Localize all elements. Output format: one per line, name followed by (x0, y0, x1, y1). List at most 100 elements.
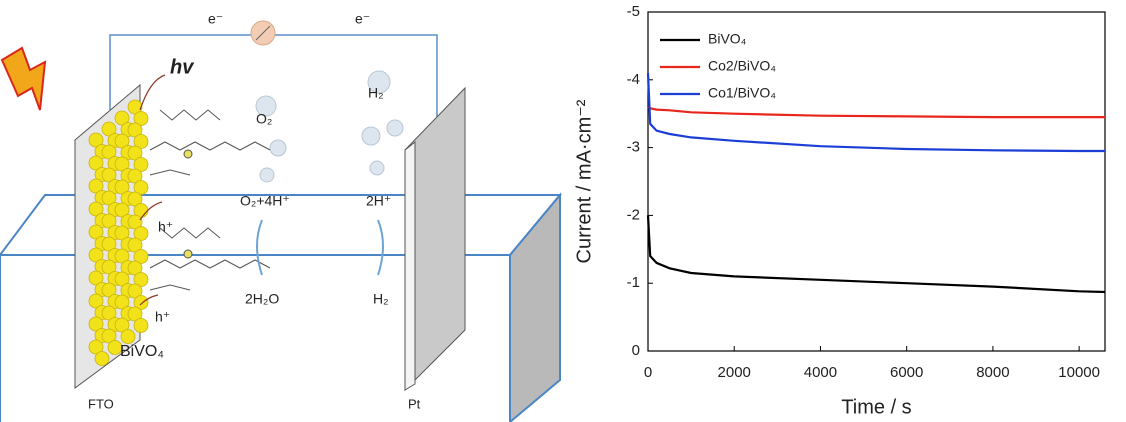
molecule (149, 227, 271, 291)
bubble (255, 95, 277, 117)
sphere (133, 226, 149, 241)
diagram: e⁻ e⁻ hv O₂ H₂ O₂+4H⁺ 2H⁺ h⁺ h⁺ 2H₂O H₂ … (0, 11, 563, 422)
series-line (646, 215, 1106, 294)
sphere (127, 306, 143, 322)
sphere (114, 133, 130, 149)
sphere (88, 247, 104, 263)
sphere (114, 225, 130, 241)
sphere (120, 329, 136, 344)
hydrogen-label: H₂ (368, 85, 384, 101)
bubble (386, 119, 404, 137)
sphere (101, 236, 117, 252)
sphere (133, 157, 149, 172)
y-tick-label: -2 (627, 206, 640, 223)
sphere (88, 270, 104, 286)
charge-paths (139, 74, 166, 306)
sphere (88, 339, 104, 355)
hole-label: h⁺ (155, 309, 170, 325)
x-tick-label: 6000 (890, 364, 923, 381)
sphere (127, 283, 143, 299)
sphere (114, 248, 130, 264)
hydrogen-product-label: H₂ (373, 291, 389, 307)
reaction-arrow (377, 219, 384, 276)
sphere (127, 99, 143, 115)
photoanode-label: BiVO₄ (120, 343, 164, 360)
anode-product-label: O₂+4H⁺ (240, 193, 290, 209)
sphere (88, 132, 104, 148)
lightning (0, 46, 47, 111)
plot-frame (647, 11, 1106, 352)
substrate-label: FTO (88, 396, 114, 411)
oxygen-label: O₂ (256, 111, 272, 127)
sphere (133, 318, 149, 333)
y-tick-label: -1 (627, 274, 640, 291)
sphere (107, 340, 123, 355)
sphere (101, 328, 117, 344)
legend-label: BiVO₄ (708, 31, 747, 47)
charge-path (139, 74, 166, 111)
sphere (88, 293, 104, 309)
sphere (127, 191, 143, 207)
x-tick-label: 4000 (804, 364, 837, 381)
molecule (149, 109, 271, 176)
sphere (101, 190, 117, 206)
metal-center (183, 249, 193, 259)
sphere (88, 224, 104, 240)
legend-label: Co1/BiVO₄ (708, 85, 776, 101)
charge-path (139, 201, 163, 221)
sphere (114, 202, 130, 218)
sphere (127, 214, 143, 230)
y-tick-label: -5 (627, 3, 640, 20)
sphere (101, 259, 117, 275)
tank-front (0, 254, 511, 422)
sphere (127, 168, 143, 184)
molecules (149, 109, 271, 291)
bubble (269, 139, 287, 157)
reaction-arrows (256, 219, 384, 276)
sphere (101, 167, 117, 183)
sphere (114, 179, 130, 195)
sphere (133, 295, 149, 310)
sphere (133, 134, 149, 149)
sphere (133, 272, 149, 287)
cathode-reactant-label: 2H⁺ (366, 193, 391, 209)
reaction-arrow (256, 219, 263, 276)
x-tick-label: 2000 (718, 364, 751, 381)
metal-center (183, 149, 193, 159)
sphere (114, 317, 130, 333)
sphere (114, 271, 130, 287)
sphere (101, 213, 117, 229)
sphere (101, 144, 117, 160)
bubble (259, 167, 275, 183)
sphere (127, 122, 143, 138)
sphere (133, 111, 149, 126)
legend-label: Co2/BiVO₄ (708, 58, 776, 74)
bubble (369, 160, 385, 176)
sphere (133, 180, 149, 195)
sphere (127, 260, 143, 276)
sphere (94, 351, 110, 366)
y-tick-label: 0 (632, 342, 640, 359)
x-tick-label: 0 (644, 364, 652, 381)
electron-label: e⁻ (355, 11, 370, 27)
bubble (361, 126, 381, 146)
sphere (114, 294, 130, 310)
x-tick-label: 8000 (976, 364, 1009, 381)
y-axis-label: Current / mA·cm⁻² (573, 99, 595, 263)
electron-label: e⁻ (208, 11, 223, 27)
x-tick-label: 10000 (1058, 364, 1100, 381)
bubble (367, 70, 391, 94)
light-label: hv (170, 56, 195, 78)
sphere (101, 282, 117, 298)
sphere (88, 201, 104, 217)
charge-path (139, 294, 159, 306)
tank-side (509, 192, 561, 422)
sphere (88, 316, 104, 332)
chart: 0 -1 -2 -3 -4 -5 0 2000 4000 6000 8000 10000 Time / … (573, 3, 1106, 418)
water-label: 2H₂O (245, 291, 279, 307)
series-line (647, 105, 1105, 119)
sphere (133, 249, 149, 264)
sphere (127, 237, 143, 253)
sphere (88, 178, 104, 194)
